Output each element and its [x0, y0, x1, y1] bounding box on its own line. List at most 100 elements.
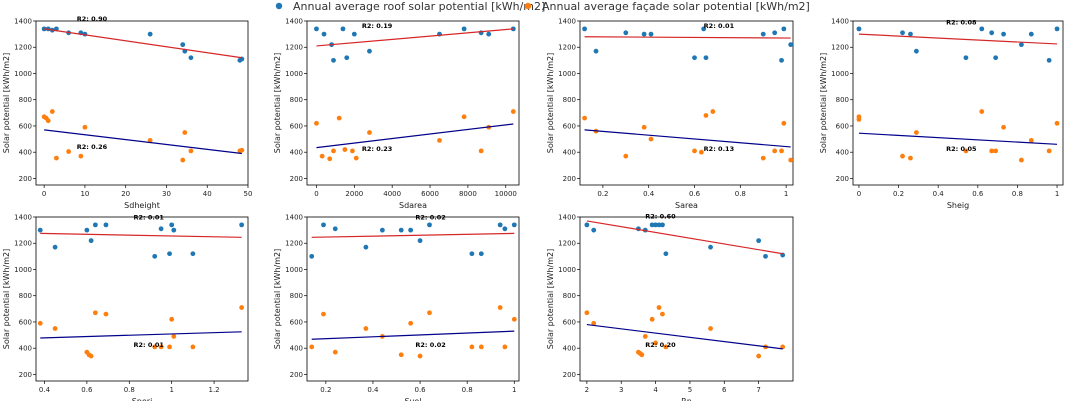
subplot-sdheight: 200 400 600 800 1000 1200 1400 0 10 20 30 40 50 Sdhei…	[2, 15, 252, 210]
roof-point	[486, 31, 492, 37]
x-tick-label: 0	[314, 190, 318, 198]
roof-point	[321, 222, 326, 228]
y-axis-label: Solar potential [kWh/m2]	[273, 249, 282, 350]
x-tick-label: 0.6	[81, 386, 93, 394]
roof-point	[593, 48, 599, 54]
roof-point	[788, 42, 794, 48]
facade-fit-line	[40, 331, 242, 339]
roof-point	[52, 244, 58, 250]
x-tick-label: 10000	[495, 190, 517, 198]
y-tick-label: 200	[19, 175, 32, 183]
facade-point	[772, 148, 778, 154]
plot-frame	[306, 216, 520, 382]
roof-point	[701, 26, 707, 32]
roof-point	[913, 48, 919, 54]
subplot-sdarea: 200 400 600 800 1000 1200 1400 0 2000 4000 6000 800…	[273, 18, 520, 210]
facade-point	[779, 148, 784, 154]
facade-point	[314, 120, 319, 126]
facade-point	[342, 147, 348, 152]
roof-point	[427, 222, 432, 228]
plot-frame	[579, 216, 794, 382]
roof-fit-line	[586, 220, 783, 255]
facade-point	[780, 344, 786, 350]
facade-point	[913, 130, 919, 135]
y-tick-label: 400	[836, 149, 849, 157]
roof-point	[363, 244, 369, 250]
facade-point	[660, 311, 665, 317]
facade-point	[363, 326, 369, 331]
facade-point	[78, 153, 84, 159]
y-axis-label: Solar potential [kWh/m2]	[546, 53, 555, 154]
r2-facade-label: R2: 0.13	[704, 145, 734, 153]
x-tick-label: 6000	[421, 190, 439, 198]
y-tick-label: 600	[563, 122, 576, 130]
facade-point	[171, 333, 177, 339]
roof-point	[180, 42, 186, 48]
facade-point	[350, 148, 355, 154]
facade-point	[653, 340, 658, 346]
y-tick-label: 200	[290, 371, 303, 379]
y-tick-label: 1000	[831, 70, 849, 78]
y-tick-label: 1000	[285, 266, 303, 274]
facade-point	[642, 333, 648, 339]
x-tick-label: 40	[203, 190, 212, 198]
roof-point	[408, 227, 414, 233]
y-tick-label: 800	[290, 292, 303, 300]
roof-point	[989, 30, 995, 36]
facade-point	[781, 120, 787, 126]
x-tick-label: 0.8	[1012, 190, 1023, 198]
facade-point	[332, 349, 338, 355]
roof-point	[321, 31, 327, 37]
y-tick-label: 1400	[14, 214, 32, 222]
x-tick-label: 0.8	[124, 386, 135, 394]
roof-point	[340, 26, 346, 32]
y-tick-label: 200	[19, 371, 32, 379]
roof-point	[692, 55, 697, 61]
y-tick-label: 200	[290, 175, 303, 183]
roof-point	[171, 227, 177, 233]
facade-point	[1046, 148, 1052, 154]
roof-point	[1018, 42, 1024, 48]
facade-point	[190, 344, 196, 350]
facade-point	[88, 353, 94, 359]
x-tick-label: 0.4	[933, 190, 945, 198]
facade-fit-line	[44, 129, 242, 155]
roof-point	[591, 227, 597, 233]
roof-point	[703, 55, 709, 61]
facade-point	[427, 310, 432, 316]
roof-point	[188, 55, 194, 61]
roof-point	[37, 227, 43, 233]
facade-point	[698, 149, 704, 155]
roof-point	[993, 55, 999, 61]
y-axis-label: Solar potential [kWh/m2]	[273, 53, 282, 154]
facade-point	[511, 316, 517, 322]
x-tick-label: 0	[42, 190, 46, 198]
facade-point	[1018, 157, 1024, 163]
roof-point	[152, 253, 158, 259]
x-tick-label: 6	[722, 386, 727, 394]
facade-point	[169, 316, 175, 322]
legend-facade-marker	[524, 2, 532, 10]
x-tick-label: 7	[756, 386, 760, 394]
x-tick-label: 0.2	[320, 386, 331, 394]
facade-point	[703, 113, 709, 118]
roof-point	[979, 26, 985, 32]
facade-point	[760, 155, 766, 161]
facade-point	[327, 156, 333, 162]
y-tick-label: 200	[563, 175, 576, 183]
roof-point	[167, 251, 172, 257]
r2-facade-label: R2: 0.20	[645, 341, 676, 349]
x-tick-label: 1.2	[209, 386, 220, 394]
y-tick-label: 1400	[285, 18, 303, 26]
facade-point	[152, 344, 158, 350]
x-tick-label: 20	[121, 190, 130, 198]
plot-frame	[579, 20, 794, 186]
facade-point	[908, 155, 913, 161]
y-tick-label: 800	[563, 96, 576, 104]
r2-roof-label: R2: 0.19	[362, 22, 393, 30]
roof-point	[239, 222, 245, 228]
y-tick-label: 400	[563, 149, 576, 157]
roof-point	[158, 226, 164, 232]
r2-facade-label: R2: 0.26	[77, 143, 108, 151]
roof-point	[653, 222, 658, 228]
